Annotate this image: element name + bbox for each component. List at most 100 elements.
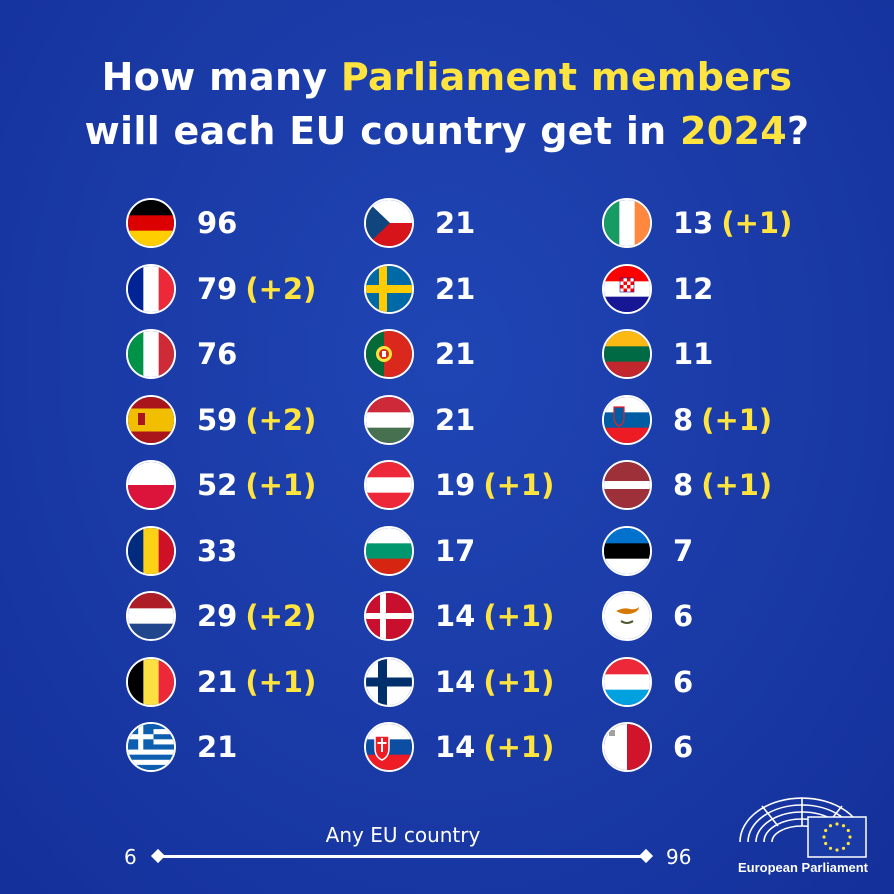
greece-flag [126,722,176,772]
seat-count: 59 [197,402,238,437]
country-entry: 8 (+1) [602,394,772,446]
seat-count: 8 [673,468,694,502]
seat-change: (+1) [701,468,773,502]
country-entry: 29 (+2) [126,590,316,642]
title-line-2: will each EU country get in 2024? [0,104,894,158]
country-entry: 21 [126,721,237,773]
seat-count: 7 [673,533,694,568]
country-entry: 6 [602,656,693,708]
seat-count: 6 [673,730,694,764]
sweden-flag [364,263,414,314]
country-entry: 12 [602,263,713,315]
austria-flag [364,460,414,510]
seat-count: 11 [673,337,714,371]
latvia-flag [602,460,652,510]
country-entry: 33 [126,525,237,577]
slovakia-flag [364,722,414,772]
seat-count: 21 [197,730,238,764]
country-entry: 96 [126,197,237,249]
title-line-1: How many Parliament members [0,50,894,104]
seat-count: 6 [673,599,694,633]
seat-count: 76 [197,337,238,371]
lithuania-flag [602,329,652,379]
seat-count: 6 [673,664,694,699]
legend-max-value: 96 [666,845,692,869]
seat-count: 21 [197,664,238,699]
seat-count: 96 [197,206,238,240]
seat-change: (+2) [245,402,317,437]
country-entry: 21 (+1) [126,656,316,708]
seat-count: 21 [435,402,476,437]
germany-flag [126,198,176,248]
title-text: ? [787,109,810,153]
finland-flag [364,656,414,707]
seat-count: 79 [197,271,238,306]
croatia-flag [602,263,652,314]
seat-count: 21 [435,206,476,240]
european-parliament-name: European Parliament [737,860,869,875]
title-highlight: Parliament members [340,55,793,99]
legend-scale-line [158,855,646,858]
seat-change: (+1) [245,468,317,502]
title-highlight-year: 2024 [680,109,788,153]
country-entry: 52 (+1) [126,459,316,511]
country-entry: 19 (+1) [364,459,554,511]
country-entry: 21 [364,394,475,446]
seat-change: (+2) [245,271,317,306]
seat-count: 29 [197,599,238,633]
france-flag [126,263,176,314]
cyprus-flag [602,591,652,641]
seat-count: 17 [435,533,476,568]
estonia-flag [602,525,652,576]
czechia-flag [364,198,414,248]
seat-change: (+1) [721,206,793,240]
seat-change: (+2) [245,599,317,633]
seat-count: 52 [197,468,238,502]
european-parliament-logo [739,797,867,858]
seat-count: 13 [673,206,714,240]
portugal-flag [364,329,414,379]
country-entry: 14 (+1) [364,590,554,642]
country-entry: 8 (+1) [602,459,772,511]
seat-count: 19 [435,468,476,502]
belgium-flag [126,656,176,707]
netherlands-flag [126,591,176,641]
page-title: How many Parliament members will each EU… [0,50,894,158]
seat-change: (+1) [483,664,555,699]
country-entry: 76 [126,328,237,380]
romania-flag [126,525,176,576]
country-entry: 11 [602,328,713,380]
seat-change: (+1) [483,599,555,633]
seat-count: 21 [435,271,476,306]
legend-caption: Any EU country [325,823,481,847]
seat-count: 21 [435,337,476,371]
seat-change: (+1) [483,730,555,764]
ireland-flag [602,198,652,248]
legend-end-marker [638,848,654,864]
country-entry: 14 (+1) [364,721,554,773]
hungary-flag [364,394,414,445]
legend-min-value: 6 [124,845,137,869]
country-entry: 13 (+1) [602,197,792,249]
country-entry: 17 [364,525,475,577]
seat-count: 8 [673,402,694,437]
slovenia-flag [602,394,652,445]
seat-change: (+1) [483,468,555,502]
seat-count: 14 [435,664,476,699]
legend-start-marker [150,848,166,864]
seat-count: 14 [435,730,476,764]
country-entry: 79 (+2) [126,263,316,315]
seat-change: (+1) [701,402,773,437]
italy-flag [126,329,176,379]
seat-count: 33 [197,533,238,568]
denmark-flag [364,591,414,641]
title-text: will each EU country get in [84,109,681,153]
spain-flag [126,394,176,445]
bulgaria-flag [364,525,414,576]
luxembourg-flag [602,656,652,707]
country-entry: 59 (+2) [126,394,316,446]
seat-count: 14 [435,599,476,633]
country-entry: 14 (+1) [364,656,554,708]
country-entry: 21 [364,197,475,249]
malta-flag [602,722,652,772]
